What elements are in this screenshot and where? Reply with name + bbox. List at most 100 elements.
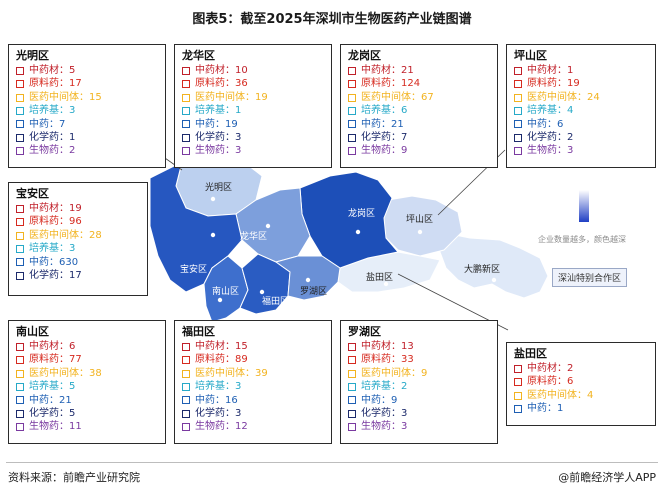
category-separator: ： <box>381 118 391 130</box>
category-row: 原料药： 6 <box>514 375 655 388</box>
category-separator: ： <box>225 421 235 433</box>
category-separator: ： <box>391 65 401 76</box>
category-marker-icon <box>348 356 356 365</box>
category-marker-icon <box>182 356 190 365</box>
category-label: 化学药 <box>29 132 59 144</box>
category-value: 3 <box>401 421 408 433</box>
category-value: 33 <box>401 354 414 366</box>
district-panel: 坪山区 中药材： 1 原料药： 19 医药中间体： 24 培养基： 4 中药： 6 化学药： 2 生物药：… <box>506 44 656 168</box>
category-marker-icon <box>348 147 356 156</box>
category-label: 化学药 <box>361 132 391 144</box>
category-row: 原料药： 33 <box>348 353 497 366</box>
category-separator: ： <box>225 145 235 157</box>
district-name: 盐田区 <box>514 347 547 360</box>
category-label: 生物药 <box>195 145 225 157</box>
category-label: 原料药 <box>29 216 59 228</box>
category-value: 3 <box>401 408 408 420</box>
category-row: 中药材： 1 <box>514 64 655 77</box>
category-label: 中药 <box>527 118 547 130</box>
category-value: 38 <box>89 367 102 379</box>
category-row: 培养基： 6 <box>348 104 497 117</box>
category-marker-icon <box>514 364 522 373</box>
category-marker-icon <box>16 231 24 240</box>
category-value: 10 <box>235 65 248 76</box>
category-row: 医药中间体： 9 <box>348 367 497 380</box>
category-marker-icon <box>348 80 356 89</box>
category-label: 生物药 <box>361 421 391 433</box>
dot-guangming <box>210 196 216 202</box>
category-row: 培养基： 4 <box>514 104 655 117</box>
brand-label: @前瞻经济学人APP <box>558 471 656 484</box>
category-row: 培养基： 5 <box>16 380 165 393</box>
dot-yantian <box>383 281 389 287</box>
category-marker-icon <box>514 66 522 75</box>
category-separator: ： <box>225 65 235 76</box>
category-label: 中药材 <box>29 65 59 76</box>
district-panel: 光明区 中药材： 5 原料药： 17 医药中间体： 15 培养基： 3 中药： 7 化学药： 1 生物药：… <box>8 44 166 168</box>
category-label: 化学药 <box>29 270 59 282</box>
category-value: 12 <box>235 421 248 433</box>
category-label: 原料药 <box>527 376 557 388</box>
category-value: 15 <box>235 341 248 352</box>
category-value: 630 <box>59 256 79 268</box>
category-label: 医药中间体 <box>361 91 411 103</box>
category-marker-icon <box>182 369 190 378</box>
category-value: 11 <box>69 421 82 433</box>
category-marker-icon <box>16 106 24 115</box>
category-value: 6 <box>69 341 76 352</box>
category-separator: ： <box>547 118 557 130</box>
dot-pingshan <box>417 229 423 235</box>
category-marker-icon <box>16 382 24 391</box>
dot-longgang <box>355 229 361 235</box>
category-value: 2 <box>69 145 76 157</box>
category-row: 医药中间体： 4 <box>514 389 655 402</box>
category-marker-icon <box>16 147 24 156</box>
category-row: 中药： 630 <box>16 256 147 269</box>
category-marker-icon <box>16 369 24 378</box>
category-value: 3 <box>235 381 242 393</box>
category-marker-icon <box>182 120 190 129</box>
category-label: 生物药 <box>29 145 59 157</box>
category-label: 中药材 <box>195 65 225 76</box>
category-value: 3 <box>235 145 242 157</box>
dot-baoan <box>210 232 216 238</box>
category-separator: ： <box>49 256 59 268</box>
category-value: 9 <box>401 145 408 157</box>
category-separator: ： <box>557 363 567 374</box>
category-row: 中药材： 5 <box>16 64 165 77</box>
footer-divider <box>6 462 658 463</box>
category-row: 化学药： 3 <box>348 407 497 420</box>
category-marker-icon <box>182 382 190 391</box>
category-marker-icon <box>16 356 24 365</box>
category-marker-icon <box>16 133 24 142</box>
map-longhua <box>235 187 311 263</box>
category-separator: ： <box>391 354 401 366</box>
category-row: 生物药： 12 <box>182 420 331 433</box>
category-label: 原料药 <box>195 78 225 90</box>
category-value: 17 <box>69 78 82 90</box>
category-label: 医药中间体 <box>527 91 577 103</box>
map-label-longhua: 龙华区 <box>240 230 267 242</box>
map-label-yantian: 盐田区 <box>366 271 393 283</box>
map-label-longgang: 龙岗区 <box>348 207 375 219</box>
category-marker-icon <box>16 271 24 280</box>
category-separator: ： <box>59 105 69 117</box>
category-separator: ： <box>391 408 401 420</box>
category-row: 培养基： 1 <box>182 104 331 117</box>
category-row: 化学药： 1 <box>16 131 165 144</box>
category-row: 原料药： 77 <box>16 353 165 366</box>
map-label-futian: 福田区 <box>262 295 289 307</box>
category-value: 77 <box>69 354 82 366</box>
source-note: 资料来源：前瞻产业研究院 <box>8 471 140 484</box>
category-value: 21 <box>401 65 414 76</box>
map-label-dapeng: 大鹏新区 <box>464 263 500 275</box>
category-marker-icon <box>16 93 24 102</box>
category-label: 培养基 <box>527 105 557 117</box>
category-row: 培养基： 3 <box>16 242 147 255</box>
category-separator: ： <box>391 105 401 117</box>
category-label: 医药中间体 <box>29 91 79 103</box>
category-marker-icon <box>16 218 24 227</box>
category-row: 化学药： 3 <box>182 407 331 420</box>
category-label: 化学药 <box>29 408 59 420</box>
